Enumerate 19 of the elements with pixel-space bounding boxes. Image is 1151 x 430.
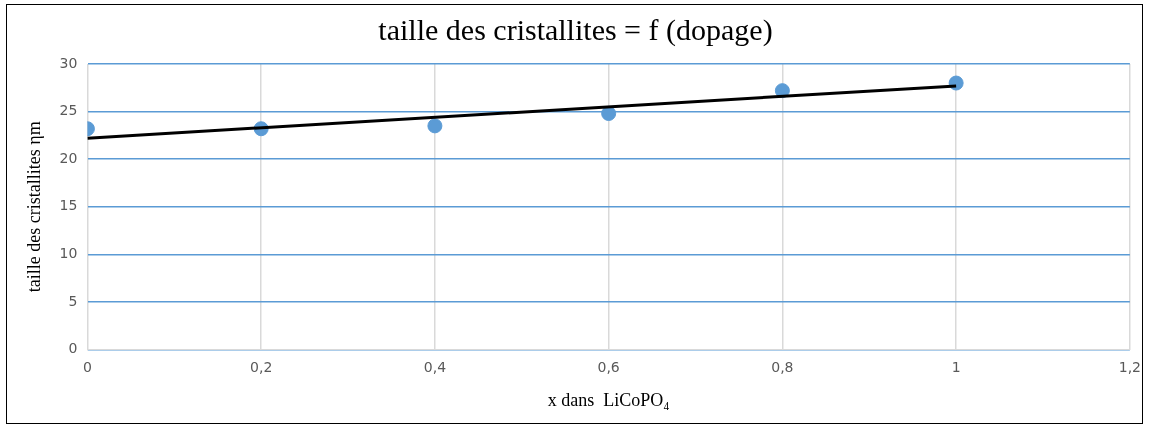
y-axis-title: taille des cristallites ηm [23, 121, 44, 293]
x-tick-label: 1,2 [1118, 358, 1141, 375]
x-axis-title: x dans LiCoPO₄ [547, 389, 670, 410]
y-tick-label: 5 [68, 292, 78, 309]
x-tick-label: 0,2 [250, 358, 273, 375]
x-tick-label: 0,8 [771, 358, 794, 375]
point [427, 118, 443, 134]
x-tick-label: 0,4 [423, 358, 447, 375]
y-tick-label: 10 [59, 245, 78, 262]
chart-title: taille des cristallites = f (dopage) [378, 12, 773, 47]
x-tick-label: 0,6 [597, 358, 620, 375]
x-tick-label: 1 [951, 358, 961, 375]
y-tick-label: 25 [59, 102, 78, 119]
y-tick-label: 15 [59, 197, 78, 214]
y-tick-label: 30 [59, 54, 78, 71]
x-tick-label: 0 [82, 358, 92, 375]
point [601, 106, 617, 121]
y-tick-label: 20 [59, 149, 78, 166]
y-tick-label: 0 [68, 340, 78, 357]
